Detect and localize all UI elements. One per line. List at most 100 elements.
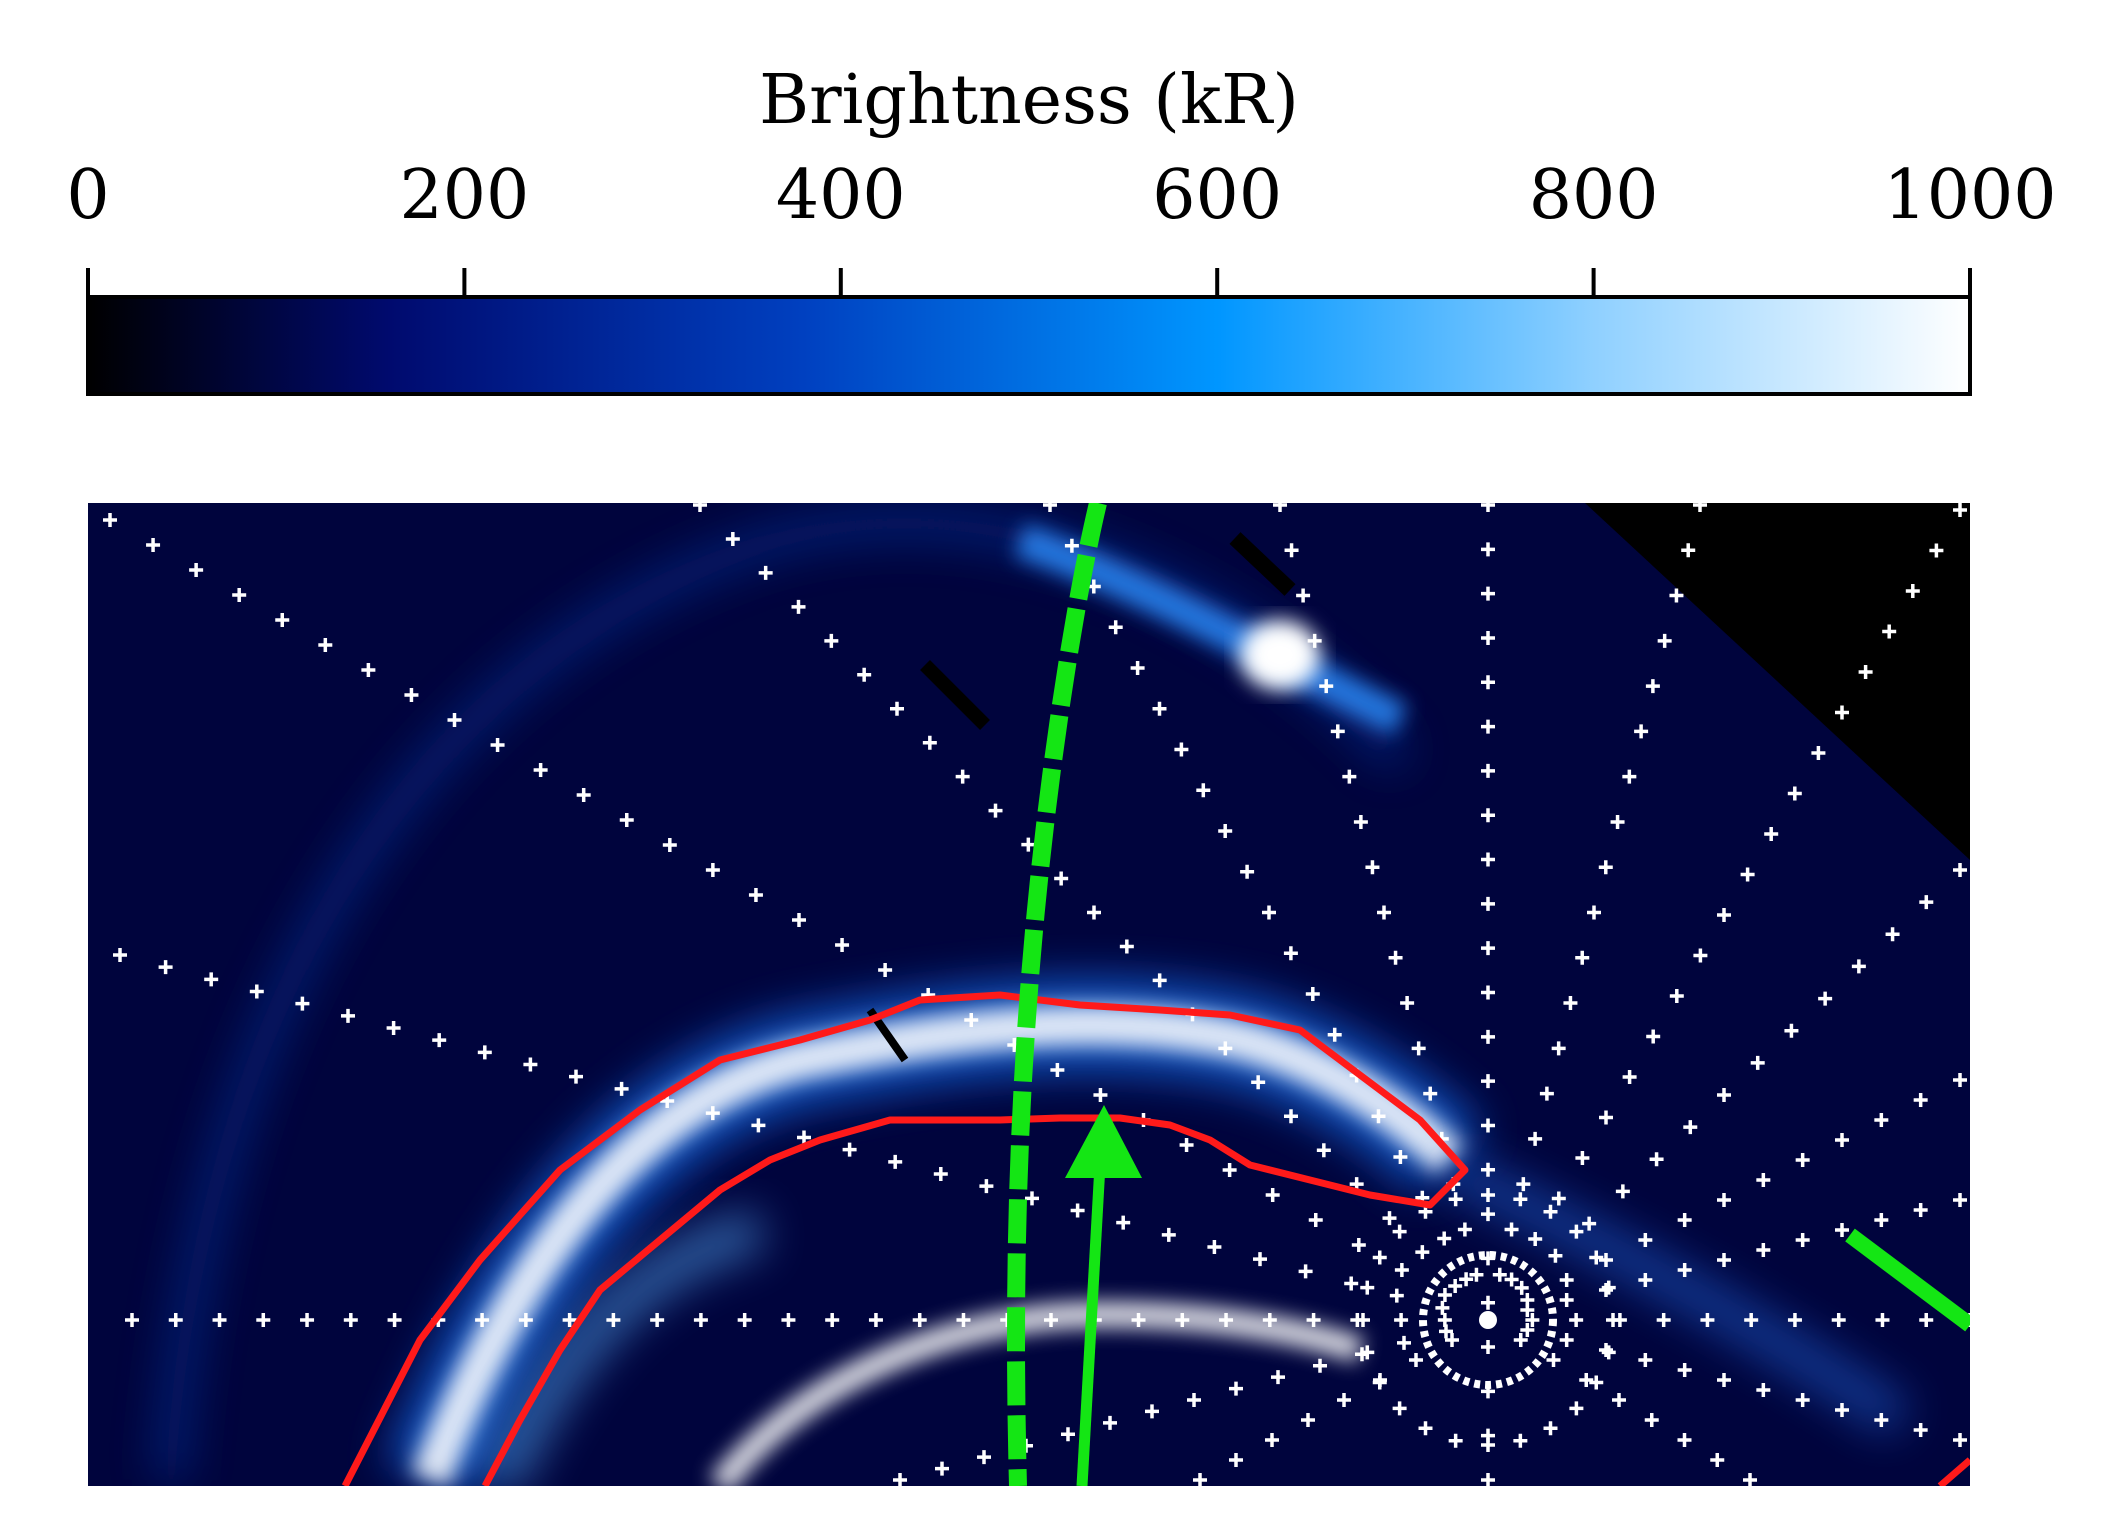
grid-marker xyxy=(1599,1253,1613,1267)
colorbar: Brightness (kR) 0 200 400 600 800 1000 xyxy=(66,61,2057,396)
grid-marker xyxy=(1108,620,1123,635)
grid-marker xyxy=(475,1313,490,1327)
grid-marker xyxy=(1481,503,1495,512)
grid-marker xyxy=(1251,1075,1266,1090)
grid-marker xyxy=(533,763,548,777)
grid-marker xyxy=(1337,1393,1351,1407)
grid-marker xyxy=(1021,837,1036,852)
grid-marker xyxy=(432,1033,447,1048)
grid-marker xyxy=(361,663,376,677)
grid-marker xyxy=(1174,742,1189,757)
grid-marker xyxy=(576,788,591,802)
grid-marker xyxy=(1372,1375,1387,1390)
grid-marker xyxy=(748,888,763,902)
grid-marker xyxy=(1152,973,1167,988)
colorbar-label: Brightness (kR) xyxy=(759,61,1299,140)
grid-marker xyxy=(1481,719,1495,734)
grid-marker xyxy=(792,913,806,927)
grid-marker xyxy=(842,1142,857,1157)
grid-marker xyxy=(1634,724,1649,739)
grid-marker xyxy=(1504,1272,1519,1287)
grid-marker xyxy=(1601,1345,1616,1360)
grid-marker xyxy=(1913,1203,1928,1217)
grid-marker xyxy=(1559,1333,1574,1347)
grid-marker xyxy=(1222,1163,1237,1177)
artifact-mark xyxy=(1229,532,1296,596)
grid-marker xyxy=(1459,1272,1474,1287)
grid-marker xyxy=(1064,538,1079,553)
grid-marker xyxy=(1744,1313,1759,1327)
grid-marker xyxy=(523,1057,538,1072)
grid-marker xyxy=(1481,542,1495,557)
grid-marker xyxy=(964,1013,979,1027)
grid-marker xyxy=(1481,1162,1495,1177)
grid-marker xyxy=(477,1045,492,1060)
grid-marker xyxy=(295,996,310,1011)
grid-marker xyxy=(343,1313,358,1327)
grid-marker xyxy=(1382,1211,1397,1226)
inner-arc xyxy=(709,1301,1365,1486)
grid-marker xyxy=(1054,871,1069,886)
grid-marker xyxy=(857,667,872,682)
grid-marker xyxy=(1525,1313,1540,1327)
grid-marker xyxy=(1589,1250,1604,1265)
grid-marker xyxy=(1905,584,1920,598)
grid-marker xyxy=(1103,1415,1117,1430)
grid-marker xyxy=(1599,1283,1613,1297)
grid-marker xyxy=(1360,1280,1375,1295)
grid-marker xyxy=(1717,1373,1731,1387)
grid-marker xyxy=(1305,987,1320,1001)
grid-marker xyxy=(1919,1313,1934,1327)
colorbar-gradient xyxy=(86,295,1972,396)
grid-marker xyxy=(1559,1293,1574,1307)
grid-marker xyxy=(146,538,161,552)
grid-marker xyxy=(725,531,740,546)
grid-marker xyxy=(1437,1231,1452,1246)
grid-marker xyxy=(781,1313,796,1327)
grid-marker xyxy=(1481,1118,1495,1133)
grid-marker xyxy=(1356,1313,1370,1327)
grid-marker xyxy=(1229,1381,1243,1396)
grid-marker xyxy=(1044,1313,1058,1327)
grid-marker xyxy=(1835,705,1849,720)
grid-marker xyxy=(562,1313,577,1327)
grid-marker xyxy=(1756,1173,1771,1187)
grid-marker xyxy=(1481,1473,1495,1486)
grid-marker xyxy=(1645,679,1660,694)
grid-marker xyxy=(1638,1273,1653,1287)
grid-marker xyxy=(1598,860,1613,875)
grid-marker xyxy=(1649,1152,1664,1167)
grid-marker xyxy=(1513,1192,1528,1207)
grid-marker xyxy=(386,1021,401,1035)
grid-marker xyxy=(1677,1433,1692,1447)
grid-marker xyxy=(1175,1313,1190,1327)
colorbar-tick-label: 0 xyxy=(66,156,109,235)
grid-marker xyxy=(1409,1353,1423,1367)
grid-marker xyxy=(1919,895,1934,910)
grid-marker xyxy=(956,1313,971,1327)
grid-marker xyxy=(1953,1433,1967,1447)
grid-marker xyxy=(1717,1193,1731,1207)
grid-marker xyxy=(1481,630,1495,645)
target-center xyxy=(1479,1311,1497,1329)
grid-marker xyxy=(158,960,173,975)
grid-marker xyxy=(1481,808,1495,823)
grid-marker xyxy=(1787,1313,1802,1327)
grid-marker xyxy=(1481,1074,1495,1089)
grid-marker xyxy=(1253,1252,1267,1267)
grid-marker xyxy=(318,638,333,652)
green-track-segment xyxy=(1845,1228,1970,1332)
grid-marker xyxy=(1513,1433,1528,1448)
grid-marker xyxy=(1469,1267,1484,1282)
grid-marker xyxy=(1481,1207,1495,1222)
grid-marker xyxy=(232,588,247,602)
grid-marker xyxy=(1218,824,1233,838)
grid-marker xyxy=(1207,1240,1222,1254)
grid-marker xyxy=(1119,939,1134,954)
grid-marker xyxy=(1481,763,1495,778)
grid-marker xyxy=(1481,1340,1495,1355)
grid-marker xyxy=(1520,1303,1535,1317)
grid-marker xyxy=(737,1313,752,1327)
grid-marker xyxy=(1130,661,1145,675)
grid-marker xyxy=(1700,1313,1715,1327)
